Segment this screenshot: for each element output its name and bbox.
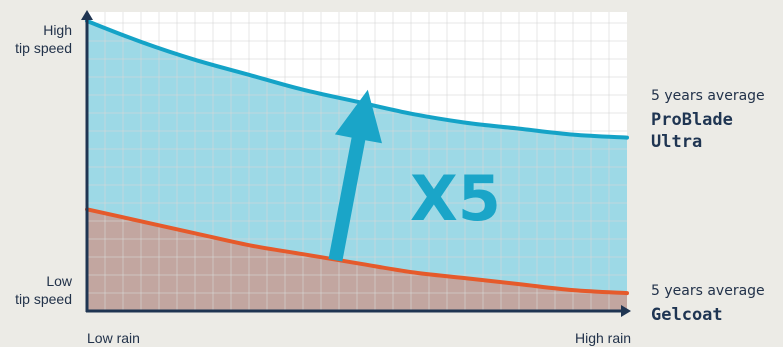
y-axis-arrowhead [81, 10, 93, 20]
multiplier-annotation: X5 [410, 162, 501, 235]
y-label-high-line1: High [43, 22, 72, 38]
y-label-low-line1: Low [46, 273, 73, 289]
legend-problade-sub: 5 years average [651, 88, 765, 104]
x-label-low: Low rain [87, 330, 140, 346]
y-label-high-line2: tip speed [15, 40, 72, 56]
series-line-1 [85, 207, 629, 296]
series-line-0 [85, 19, 629, 140]
legend-problade-name-line2: Ultra [651, 132, 702, 152]
legend-gelcoat-name: Gelcoat [651, 305, 723, 325]
y-label-low-line2: tip speed [15, 291, 72, 307]
legend-problade-name-line1: ProBlade [651, 110, 733, 130]
x-axis-arrowhead [621, 305, 631, 317]
x-label-high: High rain [575, 330, 631, 346]
plot-area [81, 10, 631, 317]
legend-gelcoat-sub: 5 years average [651, 283, 765, 299]
improvement-arrow [328, 89, 382, 262]
series-area-1 [87, 209, 627, 311]
